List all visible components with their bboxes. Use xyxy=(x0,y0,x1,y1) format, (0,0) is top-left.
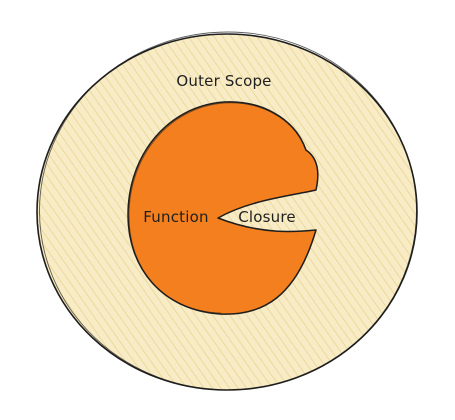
closure-label: Closure xyxy=(238,208,296,226)
function-shape xyxy=(127,101,319,315)
outer-scope-label: Outer Scope xyxy=(176,72,271,90)
function-label: Function xyxy=(143,208,208,226)
